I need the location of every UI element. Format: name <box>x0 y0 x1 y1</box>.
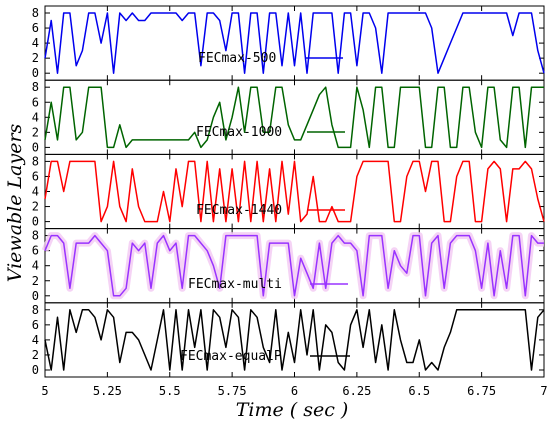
legend-label: FECmax-equalP <box>180 349 282 364</box>
y-tick-label: 8 <box>32 6 39 20</box>
legend-label: FECmax-500 <box>198 51 276 66</box>
series-line-3 <box>44 160 545 223</box>
y-tick-label: 4 <box>32 333 39 347</box>
panel-3: 024 68 FECmax-1440 <box>32 153 545 230</box>
x-tick-label: 5 <box>41 384 48 398</box>
y-tick-label: 2 <box>32 200 39 214</box>
y-axis-label: Viewable Layers <box>4 123 26 282</box>
y-tick-label: 8 <box>32 80 39 94</box>
x-tick-label: 6.75 <box>467 384 496 398</box>
y-tick-label: 0 <box>32 215 39 229</box>
y-tick-label: 0 <box>32 66 39 80</box>
y-tick-label: 6 <box>32 95 39 109</box>
y-tick-label: 6 <box>32 244 39 258</box>
x-axis-ticks: 5 5.25 5.5 5.75 6 6.25 6.5 6.75 7 <box>41 384 547 398</box>
y-tick-label: 6 <box>32 318 39 332</box>
legend-label: FECmax-1000 <box>196 125 282 140</box>
panels: 02468FECmax-50002468FECmax-100002468FECm… <box>32 5 545 378</box>
x-tick-label: 6 <box>291 384 298 398</box>
x-tick-label: 5.75 <box>218 384 247 398</box>
y-tick-label: 0 <box>32 363 39 377</box>
y-tick-label: 2 <box>32 274 39 288</box>
x-tick-label: 6.25 <box>342 384 371 398</box>
legend-label: FECmax-1440 <box>196 203 282 218</box>
y-tick-label: 8 <box>32 303 39 317</box>
series-line-1 <box>44 12 545 74</box>
y-tick-label: 4 <box>32 36 39 50</box>
x-tick-label: 5.25 <box>93 384 122 398</box>
y-tick-label: 2 <box>32 125 39 139</box>
legend-label: FECmax-multi <box>188 277 282 292</box>
y-tick-label: 4 <box>32 110 39 124</box>
y-tick-label: 8 <box>32 154 39 168</box>
x-tick-label: 7 <box>540 384 547 398</box>
panel-frame <box>44 302 545 378</box>
series-halo <box>41 232 544 300</box>
x-tick-label: 6.5 <box>408 384 430 398</box>
y-tick-label: 6 <box>32 21 39 35</box>
x-tick-label: 5.5 <box>159 384 181 398</box>
y-tick-label: 0 <box>32 289 39 303</box>
y-tick-label: 0 <box>32 140 39 154</box>
y-tick-label: 4 <box>32 185 39 199</box>
y-tick-label: 2 <box>32 51 39 65</box>
x-axis-label: Time ( sec ) <box>236 399 349 421</box>
series-line-2 <box>44 86 544 149</box>
y-tick-label: 8 <box>32 229 39 243</box>
y-tick-label: 2 <box>32 348 39 362</box>
series-line-4 <box>44 234 544 297</box>
y-tick-label: 6 <box>32 169 39 183</box>
series-line-5 <box>44 309 545 371</box>
y-tick-label: 4 <box>32 259 39 273</box>
